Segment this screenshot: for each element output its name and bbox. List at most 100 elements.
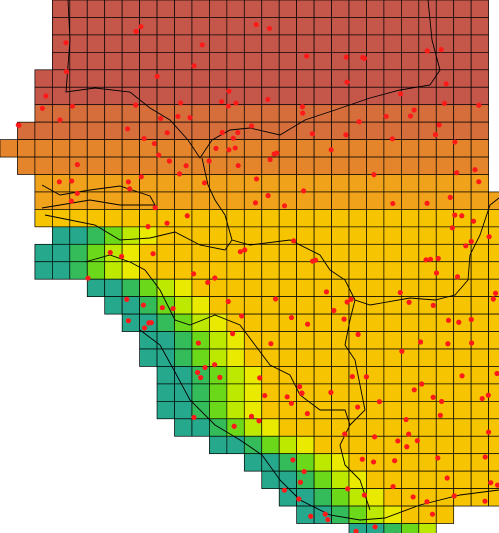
grid-cell (34, 156, 53, 175)
grid-cell (278, 209, 298, 228)
grid-cell (383, 523, 402, 533)
grid-cell (296, 418, 315, 437)
grid-cell (121, 0, 140, 18)
grid-cell (243, 174, 263, 193)
grid-cell (86, 17, 106, 36)
station-dot (239, 313, 245, 319)
station-dot (159, 305, 165, 311)
station-dot (459, 213, 465, 219)
grid-cell (435, 104, 455, 123)
station-dot (74, 190, 80, 196)
grid-cell (243, 51, 263, 71)
grid-cell (331, 209, 350, 228)
grid-cell (383, 51, 402, 71)
grid-cell (69, 17, 88, 36)
grid-cell (401, 121, 420, 140)
station-dot (355, 404, 361, 410)
grid-cell (69, 51, 88, 71)
grid-cell (226, 69, 245, 88)
grid-cell (209, 243, 228, 263)
grid-cell (313, 488, 332, 507)
station-dot (441, 100, 448, 106)
grid-cell (348, 243, 367, 263)
grid-cell (401, 331, 420, 350)
grid-cell (313, 51, 332, 71)
station-dot (360, 54, 366, 61)
station-dot (127, 186, 133, 192)
station-dot (299, 104, 306, 110)
grid-cell (418, 453, 437, 472)
station-dot (485, 392, 491, 398)
grid-cell (435, 313, 455, 332)
grid-cell (86, 278, 106, 298)
grid-cell (34, 69, 53, 88)
grid-cell (104, 51, 123, 71)
grid-cell (383, 383, 402, 402)
station-dot (456, 319, 462, 325)
grid-cell (156, 86, 175, 106)
grid-cell (226, 261, 245, 280)
grid-cell (383, 139, 402, 158)
grid-cell (104, 296, 123, 315)
station-dot (353, 528, 359, 533)
grid-cell (470, 313, 489, 332)
grid-cell (313, 366, 332, 385)
grid-cell (69, 0, 88, 18)
grid-cell (156, 191, 175, 210)
station-dot (482, 454, 488, 460)
grid-cell (156, 278, 175, 298)
grid-cell (261, 0, 280, 18)
station-dot (297, 384, 303, 390)
station-dot (119, 253, 125, 260)
grid-cell (261, 51, 280, 71)
grid-cell (104, 243, 123, 263)
station-dot (225, 298, 231, 305)
grid-cell (418, 435, 437, 455)
grid-cell (296, 139, 315, 158)
station-dot (348, 296, 354, 302)
grid-cell (209, 226, 228, 245)
station-dot (198, 374, 204, 381)
grid-cell (366, 139, 385, 158)
grid-cell (383, 331, 402, 350)
station-dot (343, 54, 349, 60)
grid-cell (470, 348, 489, 367)
grid-cell (86, 0, 106, 18)
grid-cell (121, 86, 140, 106)
station-dot (372, 524, 378, 530)
grid-cell (191, 261, 210, 280)
grid-cell (296, 69, 315, 88)
grid-cell (488, 261, 499, 280)
station-dot (437, 412, 443, 418)
grid-cell (209, 331, 228, 350)
station-dot (191, 63, 197, 69)
station-dot (454, 274, 461, 280)
grid-cell (209, 278, 228, 298)
grid-cell (278, 488, 298, 507)
grid-cell (401, 366, 420, 385)
grid-cell (121, 226, 140, 245)
station-dot (359, 456, 365, 462)
grid-cell (34, 261, 53, 280)
grid-cell (156, 156, 175, 175)
station-dot (417, 339, 424, 345)
grid-cell (209, 366, 228, 385)
grid-cell (313, 209, 332, 228)
grid-cell (348, 191, 367, 210)
grid-cell (313, 86, 332, 106)
station-dot (300, 110, 306, 116)
station-dot (231, 423, 237, 429)
station-dot (414, 438, 420, 444)
grid-cell (296, 121, 315, 140)
grid-cell (418, 523, 437, 533)
station-dot (432, 132, 439, 138)
grid-cell (401, 261, 420, 280)
grid-cell (435, 174, 455, 193)
grid-cell (401, 34, 420, 53)
grid-cell (104, 0, 123, 18)
grid-cell (401, 243, 420, 263)
grid-cell (156, 296, 175, 315)
grid-cell (278, 17, 298, 36)
border (344, 299, 366, 426)
grid-cell (331, 104, 350, 123)
